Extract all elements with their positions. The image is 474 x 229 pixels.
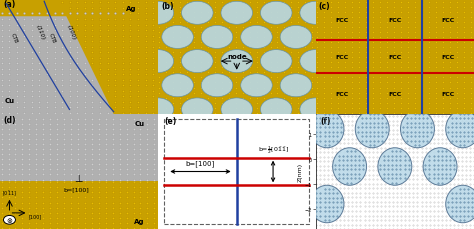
Circle shape — [142, 50, 173, 73]
Text: CTB: CTB — [9, 33, 18, 44]
Text: (e): (e) — [164, 117, 176, 126]
Text: FCC: FCC — [441, 91, 455, 96]
Text: Ag: Ag — [134, 218, 145, 224]
Text: [0$\bar{1}$1]: [0$\bar{1}$1] — [1, 189, 16, 199]
Text: FCC: FCC — [388, 55, 401, 60]
Circle shape — [182, 50, 213, 73]
Circle shape — [401, 111, 434, 148]
Circle shape — [333, 148, 366, 185]
Circle shape — [221, 50, 253, 73]
Circle shape — [162, 74, 193, 97]
Circle shape — [280, 26, 312, 49]
Text: FCC: FCC — [388, 18, 401, 23]
Text: {100}: {100} — [66, 23, 77, 41]
Text: (f): (f) — [320, 117, 331, 126]
Circle shape — [221, 2, 253, 25]
Text: Ag: Ag — [126, 6, 137, 12]
Circle shape — [300, 2, 331, 25]
Circle shape — [260, 2, 292, 25]
Text: FCC: FCC — [441, 18, 455, 23]
Text: (a): (a) — [3, 0, 16, 9]
Circle shape — [260, 98, 292, 121]
Circle shape — [162, 26, 193, 49]
Circle shape — [182, 2, 213, 25]
Circle shape — [280, 74, 312, 97]
Text: [100]: [100] — [28, 214, 42, 218]
Circle shape — [300, 98, 331, 121]
Text: FCC: FCC — [335, 91, 348, 96]
Circle shape — [201, 74, 233, 97]
Text: (c): (c) — [319, 2, 330, 11]
Text: FCC: FCC — [335, 55, 348, 60]
Text: FCC: FCC — [441, 55, 455, 60]
Text: b=[100]: b=[100] — [186, 159, 215, 166]
Text: CTB: CTB — [47, 33, 56, 44]
Circle shape — [310, 111, 344, 148]
Bar — [0, 114, 158, 181]
Text: (d): (d) — [3, 116, 16, 125]
Circle shape — [260, 50, 292, 73]
Circle shape — [446, 111, 474, 148]
Text: Cu: Cu — [5, 98, 15, 104]
Circle shape — [142, 2, 173, 25]
Circle shape — [221, 98, 253, 121]
Text: FCC: FCC — [388, 91, 401, 96]
Text: FCC: FCC — [335, 18, 348, 23]
Text: $\otimes$: $\otimes$ — [6, 215, 13, 224]
Circle shape — [378, 148, 412, 185]
Circle shape — [3, 215, 16, 224]
Circle shape — [182, 98, 213, 121]
Circle shape — [142, 98, 173, 121]
Circle shape — [201, 26, 233, 49]
Circle shape — [300, 50, 331, 73]
Text: (b): (b) — [161, 2, 173, 11]
Text: $\bot$: $\bot$ — [73, 171, 85, 183]
Circle shape — [310, 185, 344, 223]
Circle shape — [423, 148, 457, 185]
Text: b=[100]: b=[100] — [63, 186, 89, 191]
Text: node: node — [227, 54, 246, 60]
Circle shape — [446, 185, 474, 223]
Circle shape — [355, 111, 389, 148]
Y-axis label: Z(nm): Z(nm) — [298, 162, 303, 181]
Text: b=$\frac{1}{2}$[0$\bar{1}\bar{1}$]: b=$\frac{1}{2}$[0$\bar{1}\bar{1}$] — [257, 144, 289, 156]
Polygon shape — [0, 17, 114, 114]
Circle shape — [241, 74, 272, 97]
Text: {110}: {110} — [35, 23, 46, 41]
Text: Cu: Cu — [134, 121, 144, 127]
Circle shape — [241, 26, 272, 49]
Bar — [0, 181, 158, 229]
